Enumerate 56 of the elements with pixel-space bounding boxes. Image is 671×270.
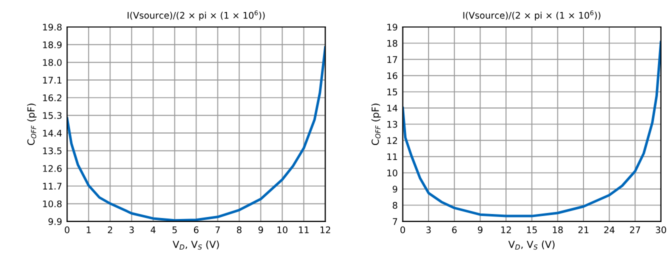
x-tick-label: 6 xyxy=(194,226,198,234)
x-tick-label: 27 xyxy=(630,226,640,234)
x-tick-label: 1 xyxy=(86,226,91,234)
x-tick-label: 11 xyxy=(299,226,309,234)
y-tick-label: 12 xyxy=(387,137,397,144)
x-tick-label: 15 xyxy=(527,226,537,234)
chart-title: I(Vsource)/(2 × pi × (1 × 10$^{6}$)) xyxy=(463,10,600,20)
line-series xyxy=(402,40,661,218)
y-tick-label: 19 xyxy=(387,24,398,31)
y-tick-label: 15.3 xyxy=(43,112,62,119)
x-tick-label: 12 xyxy=(501,226,511,234)
y-tick-label: 14 xyxy=(387,104,398,112)
y-tick-label: 18 xyxy=(387,40,398,47)
x-axis-title: V$_{D}$, V$_{S}$ (V) xyxy=(508,240,555,250)
y-tick-label: 16 xyxy=(387,72,398,80)
y-tick-label: 10 xyxy=(387,170,398,176)
x-tick-label: 4 xyxy=(150,226,156,234)
y-tick-label: 12.6 xyxy=(43,165,62,172)
x-tick-label: 9 xyxy=(258,226,263,234)
y-tick-label: 13 xyxy=(387,120,398,128)
y-tick-label: 17.1 xyxy=(43,76,62,84)
y-tick-label: 8 xyxy=(392,202,398,209)
y-axis-title: C$_{OFF}$ (pF) xyxy=(371,104,381,146)
y-tick-label: 11.7 xyxy=(43,182,62,190)
x-tick-label: 3 xyxy=(426,226,431,234)
x-tick-label: 24 xyxy=(604,226,615,234)
y-tick-label: 13.5 xyxy=(43,147,62,154)
x-tick-label: 10 xyxy=(278,226,288,234)
x-tick-label: 3 xyxy=(129,226,134,234)
x-tick-label: 18 xyxy=(552,226,563,234)
y-tick-label: 19.8 xyxy=(43,24,62,31)
x-axis-title: V$_{D}$, V$_{S}$ (V) xyxy=(172,240,219,250)
x-tick-label: 6 xyxy=(452,226,457,234)
y-axis-title: C$_{OFF}$ (pF) xyxy=(27,104,37,146)
x-tick-label: 21 xyxy=(578,226,588,234)
x-tick-label: 30 xyxy=(656,226,666,234)
y-tick-label: 16.2 xyxy=(43,94,62,102)
y-tick-label: 9.9 xyxy=(48,218,62,225)
y-tick-label: 18.9 xyxy=(43,41,62,48)
y-tick-label: 15 xyxy=(387,88,398,96)
chart-title: I(Vsource)/(2 × pi × (1 × 10$^{6}$)) xyxy=(128,10,265,20)
x-tick-label: 8 xyxy=(236,226,242,234)
x-tick-label: 5 xyxy=(172,226,177,234)
x-tick-label: 0 xyxy=(400,226,406,234)
y-tick-label: 9 xyxy=(392,186,398,193)
y-tick-label: 17 xyxy=(387,56,398,63)
y-tick-label: 7 xyxy=(392,218,398,225)
x-tick-label: 12 xyxy=(320,226,330,234)
y-tick-label: 18.0 xyxy=(43,59,62,66)
x-tick-label: 0 xyxy=(64,226,70,234)
y-tick-label: 11 xyxy=(387,153,398,160)
x-tick-label: 9 xyxy=(478,226,482,234)
x-tick-label: 7 xyxy=(216,226,220,234)
x-tick-label: 2 xyxy=(108,226,112,234)
y-tick-label: 14.4 xyxy=(43,130,62,136)
y-tick-label: 10.8 xyxy=(43,200,62,208)
